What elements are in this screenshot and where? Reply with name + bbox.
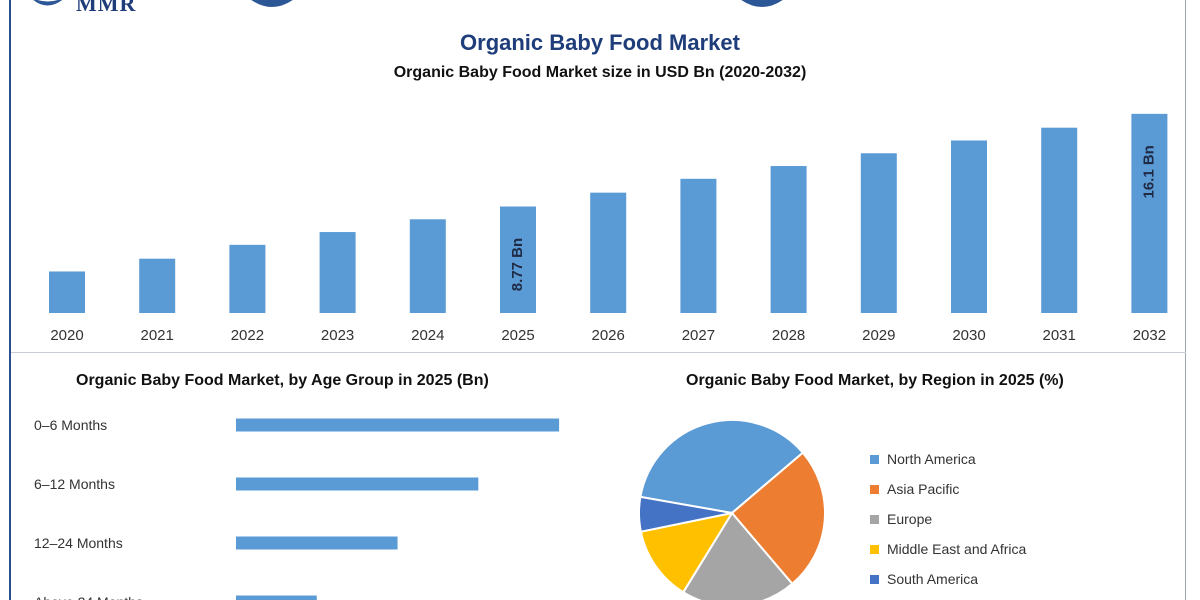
pie-slice-4 [638, 495, 733, 533]
x-tick-label-2022: 2022 [231, 327, 264, 344]
page-title: Organic Baby Food Market [460, 30, 740, 55]
legend-swatch-3 [870, 544, 879, 554]
bar-2021 [139, 258, 176, 313]
frame-left-border [9, 0, 11, 600]
header-circle-icon-2 [741, 0, 783, 7]
x-tick-label-2031: 2031 [1043, 327, 1076, 344]
legend-label-3: Middle East and Africa [887, 541, 1027, 557]
legend-item-3: Middle East and Africa [870, 534, 1026, 564]
legend-swatch-1 [870, 484, 879, 494]
legend-swatch-4 [870, 574, 879, 584]
region-legend: North America Asia Pacific Europe Middle Ea… [870, 444, 1026, 594]
legend-label-0: North America [887, 451, 976, 467]
legend-item-4: South America [870, 564, 1026, 594]
age-group-bar-1 [236, 477, 479, 491]
x-tick-label-2026: 2026 [592, 327, 625, 344]
region-chart-title: Organic Baby Food Market, by Region in 2… [686, 372, 1064, 389]
legend-swatch-0 [870, 454, 879, 464]
x-tick-label-2025: 2025 [501, 327, 534, 344]
legend-item-1: Asia Pacific [870, 474, 1026, 504]
x-tick-label-2023: 2023 [321, 327, 354, 344]
legend-label-1: Asia Pacific [887, 481, 960, 497]
age-group-bar-0 [236, 418, 560, 432]
logo: MMR [28, 0, 193, 16]
legend-label-4: South America [887, 571, 979, 587]
x-tick-label-2024: 2024 [411, 327, 444, 344]
legend-item-2: Europe [870, 504, 1026, 534]
bar-2030 [951, 140, 987, 313]
bar-2028 [770, 166, 807, 313]
age-group-label-2: 12–24 Months [34, 535, 123, 551]
age-group-label-1: 6–12 Months [34, 476, 115, 492]
logo-text: MMR [76, 0, 137, 16]
bar-2027 [680, 178, 717, 313]
logo-swoosh-icon [33, 0, 63, 6]
legend-swatch-2 [870, 514, 879, 524]
bar-2023 [319, 232, 356, 313]
data-label-2032: 16.1 Bn [1140, 145, 1157, 198]
bar-2029 [860, 153, 897, 313]
frame-right-border [1185, 0, 1186, 600]
header-circle-icon [251, 0, 293, 7]
pie-slice-3 [639, 511, 735, 594]
section-divider [11, 352, 1186, 353]
x-tick-label-2030: 2030 [952, 327, 985, 344]
pie-slice-1 [730, 451, 826, 586]
bar-2025 [500, 206, 536, 313]
age-group-bar-3 [236, 595, 317, 600]
age-group-label-3: Above 24 Months [34, 594, 143, 600]
x-tick-label-2027: 2027 [682, 327, 715, 344]
market-size-bar-chart: 2020 2021 2022 2023 2024 2025 8.77 Bn 2026 2027 2… [49, 113, 1168, 344]
x-tick-label-2029: 2029 [862, 327, 895, 344]
bar-2031 [1041, 127, 1078, 313]
data-label-2025: 8.77 Bn [509, 238, 526, 291]
bar-2026 [590, 192, 627, 313]
age-group-label-0: 0–6 Months [34, 417, 107, 433]
pie-slice-0 [639, 419, 805, 515]
x-tick-label-2032: 2032 [1133, 327, 1166, 344]
bar-2020 [49, 271, 85, 313]
age-group-bar-2 [236, 536, 398, 550]
pie-slice-2 [681, 511, 794, 600]
bar-2032 [1131, 113, 1168, 313]
chart-subtitle: Organic Baby Food Market size in USD Bn … [393, 64, 807, 81]
bar-2022 [229, 244, 266, 313]
x-tick-label-2028: 2028 [772, 327, 805, 344]
x-tick-label-2021: 2021 [141, 327, 174, 344]
legend-item-0: North America [870, 444, 1026, 474]
x-tick-label-2020: 2020 [50, 327, 83, 344]
legend-label-2: Europe [887, 511, 933, 527]
age-group-chart-title: Organic Baby Food Market, by Age Group i… [76, 372, 489, 389]
bar-2024 [409, 219, 446, 313]
